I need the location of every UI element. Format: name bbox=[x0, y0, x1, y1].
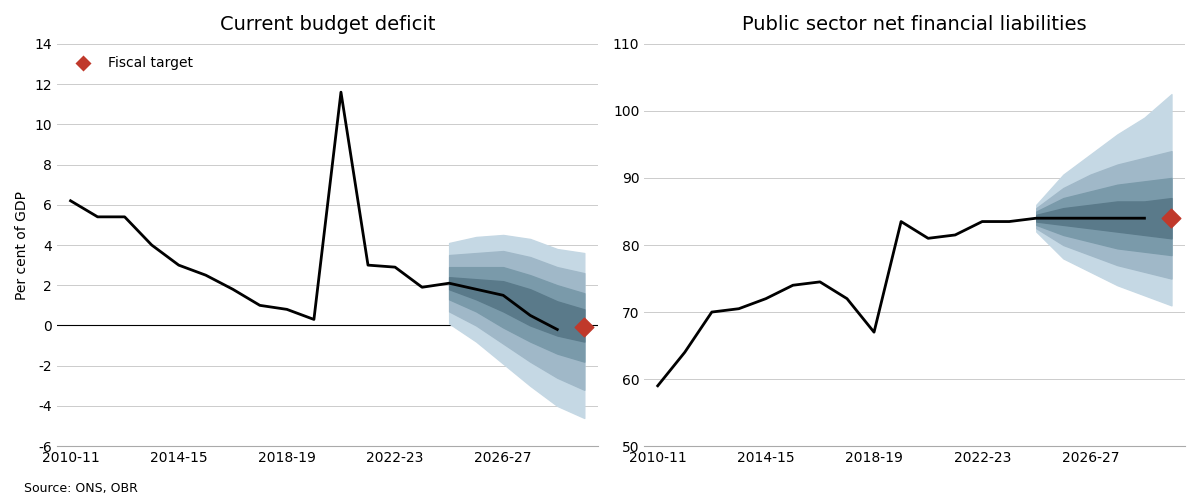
Title: Public sector net financial liabilities: Public sector net financial liabilities bbox=[743, 15, 1087, 34]
Legend: Fiscal target: Fiscal target bbox=[64, 51, 199, 76]
Y-axis label: Per cent of GDP: Per cent of GDP bbox=[14, 190, 29, 300]
Title: Current budget deficit: Current budget deficit bbox=[220, 15, 436, 34]
Point bbox=[575, 324, 594, 332]
Point bbox=[1162, 214, 1181, 222]
Text: Source: ONS, OBR: Source: ONS, OBR bbox=[24, 482, 138, 495]
